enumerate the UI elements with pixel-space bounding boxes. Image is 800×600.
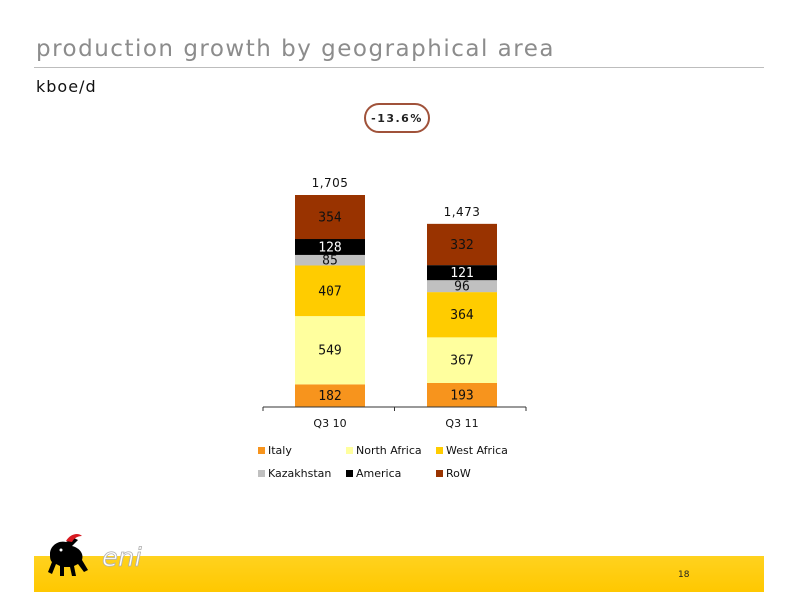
data-label-kazakhstan-q3-10: 85 [322, 254, 338, 269]
bar-segment-america-q3-10 [295, 239, 365, 255]
total-label-q3-11: 1,473 [444, 205, 481, 219]
data-label-america-q3-11: 121 [450, 266, 473, 281]
data-label-west-africa-q3-10: 407 [318, 284, 341, 299]
legend-item-west-africa: West Africa [436, 444, 536, 457]
bar-segment-row-q3-11 [427, 223, 497, 266]
bar-segment-north-africa-q3-10 [295, 316, 365, 385]
bar-segment-row-q3-10 [295, 195, 365, 240]
chart-legend: Italy North Africa West Africa Kazakhsta… [258, 444, 578, 480]
legend-swatch-kazakhstan [258, 470, 265, 477]
slide-title: production growth by geographical area [36, 36, 555, 62]
legend-item-america: America [346, 467, 436, 480]
change-badge: -13.6% [364, 103, 430, 133]
data-label-italy-q3-11: 193 [450, 389, 473, 404]
legend-item-italy: Italy [258, 444, 346, 457]
data-label-italy-q3-10: 182 [318, 389, 341, 404]
legend-label-west-africa: West Africa [446, 444, 508, 457]
legend-item-row: RoW [436, 467, 536, 480]
unit-label: kboe/d [36, 77, 97, 96]
legend-item-kazakhstan: Kazakhstan [258, 467, 346, 480]
legend-label-row: RoW [446, 467, 471, 480]
page-number: 18 [678, 570, 690, 580]
bar-segment-italy-q3-11 [427, 383, 497, 407]
total-label-q3-10: 1,705 [312, 176, 349, 190]
legend-swatch-north-africa [346, 447, 353, 454]
x-tick-label-q3-11: Q3 11 [445, 417, 478, 430]
data-label-row-q3-11: 332 [450, 238, 473, 253]
title-divider [34, 67, 764, 68]
data-label-north-africa-q3-10: 549 [318, 344, 341, 359]
bar-segment-italy-q3-10 [295, 384, 365, 407]
data-label-west-africa-q3-11: 364 [450, 308, 474, 323]
footer-band [34, 556, 764, 592]
data-label-row-q3-10: 354 [318, 211, 342, 226]
eni-logo: eni [48, 533, 143, 576]
legend-label-kazakhstan: Kazakhstan [268, 467, 332, 480]
change-badge-text: -13.6% [371, 111, 423, 125]
logo-wordmark: eni [102, 543, 142, 573]
bar-segment-kazakhstan-q3-11 [427, 280, 497, 293]
data-label-america-q3-10: 128 [318, 240, 341, 255]
legend-swatch-america [346, 470, 353, 477]
legend-swatch-italy [258, 447, 265, 454]
legend-swatch-row [436, 470, 443, 477]
legend-item-north-africa: North Africa [346, 444, 436, 457]
legend-label-italy: Italy [268, 444, 292, 457]
bar-segment-kazakhstan-q3-10 [295, 254, 365, 266]
bar-segment-america-q3-11 [427, 265, 497, 281]
six-legged-dog-icon [48, 533, 88, 576]
bar-segment-west-africa-q3-10 [295, 265, 365, 317]
data-label-kazakhstan-q3-11: 96 [454, 280, 470, 295]
legend-swatch-west-africa [436, 447, 443, 454]
bar-segment-north-africa-q3-11 [427, 337, 497, 384]
legend-label-north-africa: North Africa [356, 444, 422, 457]
bar-segment-west-africa-q3-11 [427, 292, 497, 338]
x-tick-label-q3-10: Q3 10 [313, 417, 346, 430]
legend-label-america: America [356, 467, 402, 480]
data-label-north-africa-q3-11: 367 [450, 354, 473, 369]
